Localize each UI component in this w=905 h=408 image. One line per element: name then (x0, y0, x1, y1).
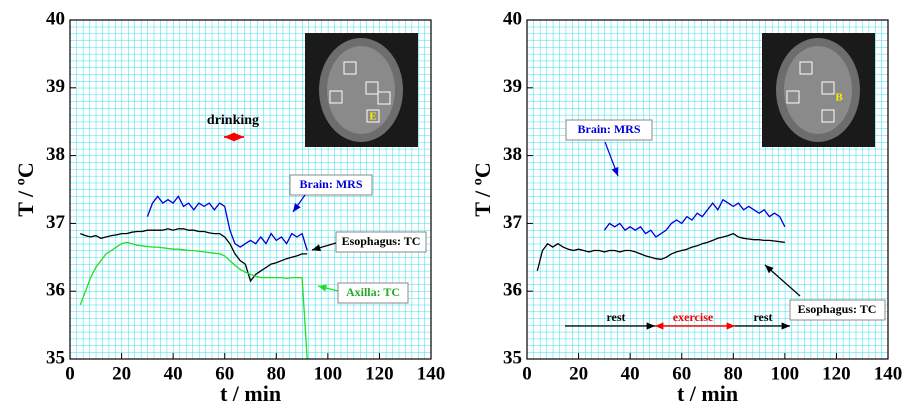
annotation: Brain: MRS (300, 177, 363, 191)
y-tick-label: 35 (46, 347, 65, 368)
series-line (79, 241, 308, 360)
annotation: rest (606, 310, 625, 324)
brain-shape (327, 46, 395, 134)
label-box (335, 231, 427, 253)
annotation: rest (753, 310, 772, 324)
plot-frame (69, 19, 432, 360)
y-tick-label: 35 (503, 347, 522, 368)
x-tick-label: 140 (874, 363, 903, 384)
x-tick-label: 60 (215, 363, 234, 384)
arrow (764, 264, 801, 297)
annotation: drinking (207, 113, 259, 128)
arrow (292, 194, 306, 213)
x-tick-label: 120 (365, 363, 394, 384)
annotation: Esophagus: TC (342, 234, 421, 248)
y-axis-label: T / ºC (13, 162, 38, 217)
x-tick-label: 140 (417, 363, 446, 384)
series-line (603, 198, 786, 238)
x-tick-label: 20 (569, 363, 588, 384)
x-tick-label: 40 (621, 363, 640, 384)
y-tick-label: 38 (503, 144, 522, 165)
annotation: Brain: MRS (578, 122, 641, 136)
x-axis-label: t / min (220, 381, 281, 406)
x-tick-label: 120 (822, 363, 851, 384)
y-tick-label: 39 (503, 76, 522, 97)
x-tick-label: 100 (771, 363, 800, 384)
y-tick-label: 38 (46, 144, 65, 165)
x-tick-label: 40 (164, 363, 183, 384)
x-tick-label: 20 (112, 363, 131, 384)
label-box (789, 299, 886, 321)
y-tick-label: 36 (503, 280, 522, 301)
label-box (289, 174, 373, 196)
arrow (317, 284, 339, 292)
series-line (80, 228, 308, 283)
x-tick-label: 100 (314, 363, 343, 384)
voxels (786, 61, 835, 123)
voxels (329, 61, 391, 123)
x-tick-label: 80 (267, 363, 286, 384)
y-tick-label: 40 (503, 8, 522, 29)
x-tick-label: 0 (522, 363, 532, 384)
y-tick-label: 39 (46, 76, 65, 97)
x-tick-label: 80 (724, 363, 743, 384)
voxel-label: B (835, 92, 843, 104)
arrow (604, 141, 619, 177)
x-tick-label: 60 (672, 363, 691, 384)
x-tick-label: 0 (65, 363, 75, 384)
annotation: Esophagus: TC (798, 302, 877, 316)
annotation: Axilla: TC (346, 285, 400, 299)
y-tick-label: 36 (46, 280, 65, 301)
brain-shape (784, 46, 852, 134)
label-box (337, 282, 409, 304)
y-tick-label: 37 (46, 212, 66, 233)
annotations: E drinking Brain: MRS Esophagus: TC Axil… (207, 33, 886, 330)
voxel-label: E (369, 111, 376, 123)
y-tick-label: 37 (503, 212, 523, 233)
label-box (565, 119, 653, 141)
plot-frame (526, 19, 889, 360)
y-axis-label: T / ºC (470, 162, 495, 217)
x-axis-label: t / min (677, 381, 738, 406)
series-line (146, 195, 308, 251)
arrow (311, 242, 337, 252)
y-tick-label: 40 (46, 8, 65, 29)
annotation: exercise (673, 310, 714, 324)
series-line (536, 232, 785, 272)
